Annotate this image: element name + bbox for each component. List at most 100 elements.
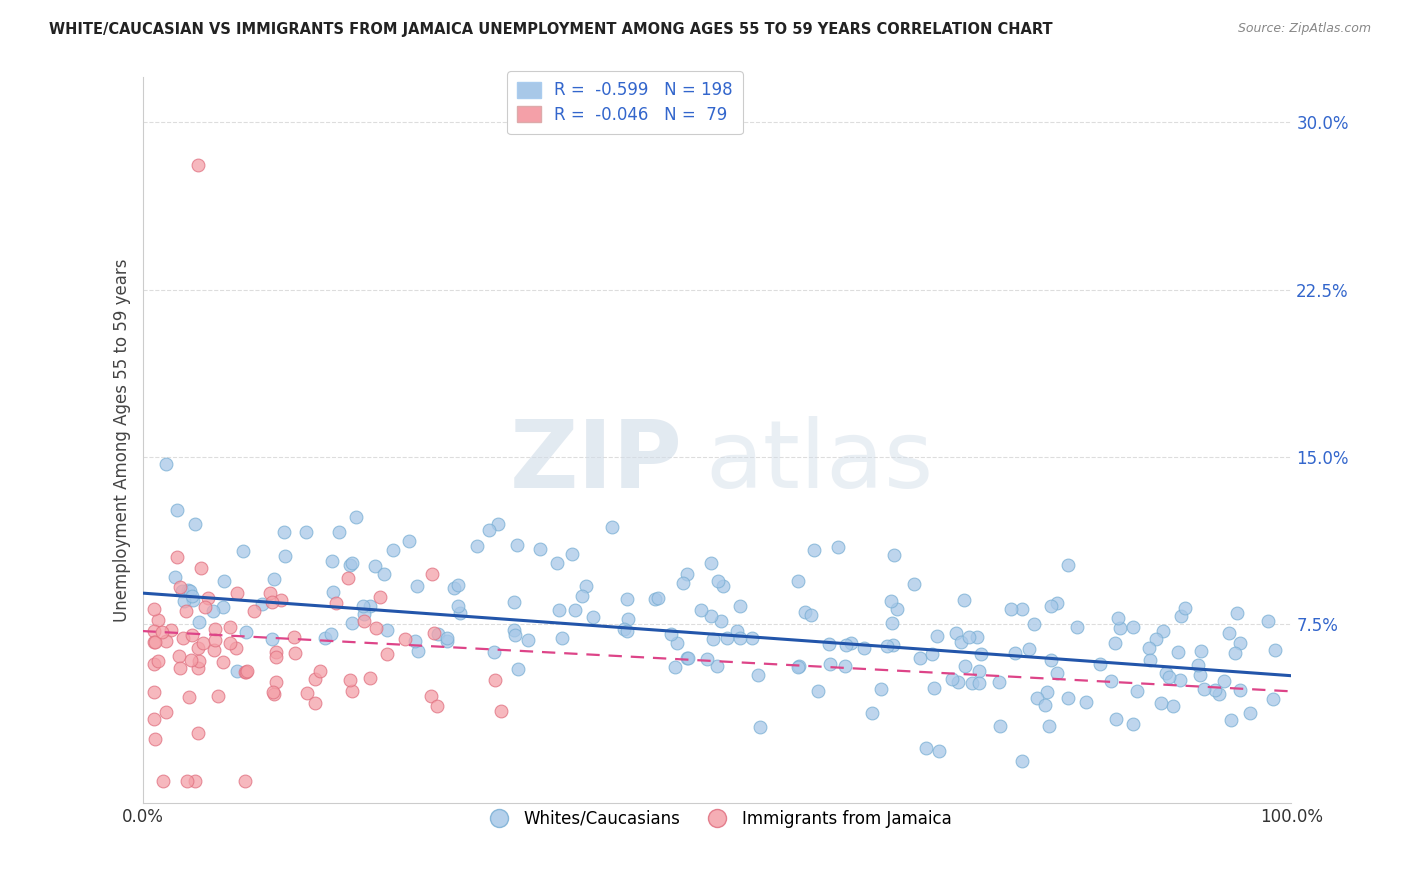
Point <box>143 602 166 616</box>
Point <box>322 585 344 599</box>
Legend: Whites/Caucasians, Immigrants from Jamaica: Whites/Caucasians, Immigrants from Jamai… <box>475 803 959 835</box>
Point <box>661 627 683 641</box>
Point <box>353 607 375 621</box>
Point <box>644 592 666 607</box>
Point <box>274 549 297 563</box>
Point <box>903 576 925 591</box>
Point <box>283 630 305 644</box>
Point <box>212 574 235 589</box>
Point <box>551 631 574 645</box>
Point <box>325 597 347 611</box>
Point <box>818 637 841 651</box>
Point <box>945 626 967 640</box>
Point <box>212 656 235 670</box>
Point <box>191 635 214 649</box>
Point <box>260 595 283 609</box>
Point <box>181 592 204 607</box>
Point <box>716 632 738 646</box>
Point <box>406 644 429 658</box>
Point <box>181 589 204 603</box>
Point <box>204 623 226 637</box>
Point <box>582 610 605 624</box>
Point <box>1167 645 1189 659</box>
Point <box>1033 698 1056 712</box>
Point <box>1000 602 1022 616</box>
Point <box>207 689 229 703</box>
Point <box>1122 620 1144 634</box>
Point <box>264 650 287 665</box>
Point <box>187 661 209 675</box>
Point <box>155 457 177 471</box>
Point <box>304 696 326 710</box>
Point <box>404 634 426 648</box>
Point <box>922 681 945 695</box>
Point <box>1226 606 1249 620</box>
Point <box>827 540 849 554</box>
Point <box>321 554 343 568</box>
Point <box>297 686 319 700</box>
Point <box>202 643 225 657</box>
Point <box>187 615 209 629</box>
Point <box>259 585 281 599</box>
Text: Source: ZipAtlas.com: Source: ZipAtlas.com <box>1237 22 1371 36</box>
Point <box>436 631 458 645</box>
Point <box>941 672 963 686</box>
Point <box>336 571 359 585</box>
Point <box>398 533 420 548</box>
Point <box>1139 653 1161 667</box>
Point <box>180 653 202 667</box>
Point <box>482 645 505 659</box>
Point <box>571 589 593 603</box>
Point <box>173 594 195 608</box>
Point <box>883 548 905 562</box>
Point <box>447 578 470 592</box>
Point <box>506 662 529 676</box>
Point <box>1157 670 1180 684</box>
Point <box>486 516 509 531</box>
Point <box>235 665 257 679</box>
Point <box>382 542 405 557</box>
Point <box>264 645 287 659</box>
Point <box>960 676 983 690</box>
Point <box>1035 685 1057 699</box>
Point <box>1204 683 1226 698</box>
Point <box>364 559 387 574</box>
Point <box>202 604 225 618</box>
Point <box>700 609 723 624</box>
Point <box>725 624 748 639</box>
Point <box>711 579 734 593</box>
Point <box>1264 642 1286 657</box>
Point <box>575 579 598 593</box>
Point <box>152 773 174 788</box>
Point <box>672 576 695 591</box>
Point <box>447 599 470 613</box>
Point <box>1156 666 1178 681</box>
Point <box>163 569 186 583</box>
Point <box>184 517 207 532</box>
Point <box>194 599 217 614</box>
Point <box>187 157 209 171</box>
Point <box>800 608 823 623</box>
Point <box>1174 601 1197 615</box>
Point <box>180 628 202 642</box>
Point <box>953 658 976 673</box>
Point <box>328 524 350 539</box>
Point <box>967 664 990 678</box>
Point <box>600 520 623 534</box>
Point <box>676 566 699 581</box>
Point <box>174 605 197 619</box>
Point <box>730 631 752 645</box>
Point <box>1004 647 1026 661</box>
Point <box>1189 644 1212 658</box>
Text: ZIP: ZIP <box>509 416 682 508</box>
Point <box>1150 696 1173 710</box>
Point <box>1229 635 1251 649</box>
Point <box>876 639 898 653</box>
Point <box>927 629 949 643</box>
Point <box>375 623 398 637</box>
Point <box>1137 641 1160 656</box>
Point <box>146 654 169 668</box>
Point <box>225 640 247 655</box>
Point <box>375 647 398 661</box>
Point <box>232 544 254 558</box>
